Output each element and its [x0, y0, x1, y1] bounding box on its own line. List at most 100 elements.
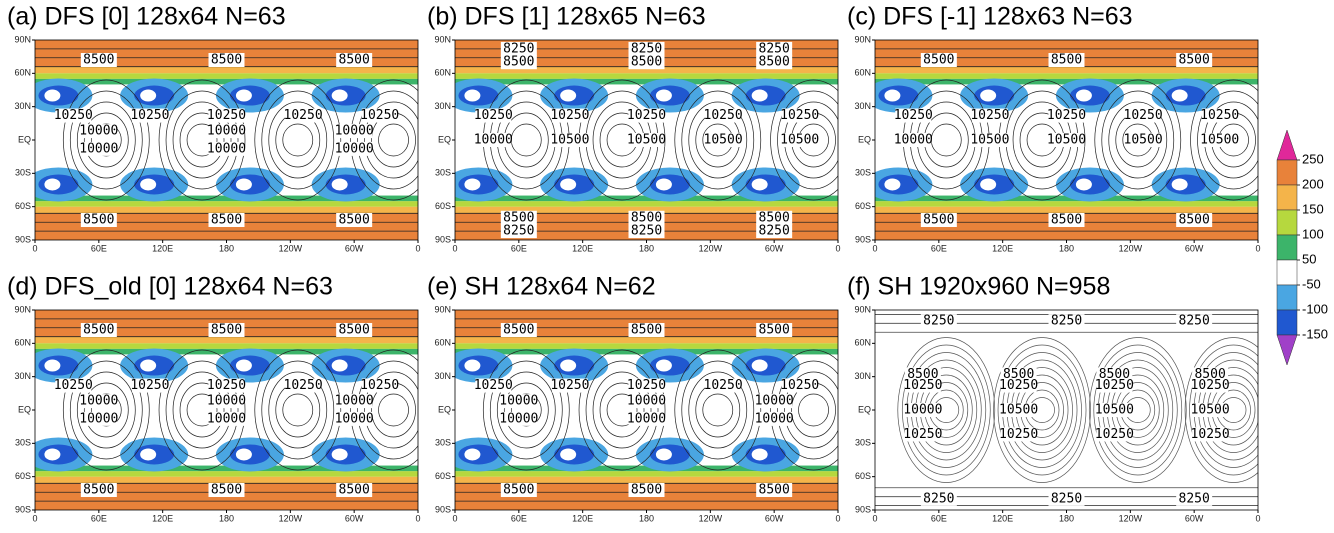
x-tick-label: 0 — [835, 513, 840, 523]
contour-label: 10250 — [1191, 427, 1230, 442]
contour-label: 10500 — [627, 133, 666, 148]
colorbar-box — [1276, 309, 1298, 336]
contour-label: 8500 — [923, 53, 954, 68]
contour-label: 8250 — [1051, 491, 1082, 506]
y-tick-label: 30N — [434, 101, 451, 111]
contour-line — [364, 101, 418, 179]
label-box — [361, 108, 398, 123]
shade-band — [35, 78, 418, 85]
contour-line — [1088, 337, 1187, 483]
contour-line — [378, 393, 409, 427]
shade-band — [455, 336, 838, 344]
y-tick-label: 90N — [854, 34, 871, 44]
contour-line — [784, 371, 838, 449]
label-box — [1192, 427, 1229, 442]
contour-label: 10000 — [79, 394, 118, 409]
contour-label: 10250 — [1200, 108, 1239, 123]
label-box — [551, 108, 588, 123]
y-tick-label: EQ — [18, 134, 31, 144]
contour-line — [1197, 90, 1258, 190]
contour-line — [681, 360, 755, 460]
label-box — [1192, 367, 1229, 382]
contour-label: 10500 — [999, 403, 1038, 418]
label-box — [208, 53, 245, 67]
contour-line — [482, 349, 570, 471]
x-tick-label: 0 — [1255, 243, 1260, 253]
shade-band — [35, 336, 418, 344]
label-box — [1096, 427, 1133, 442]
contour-line — [1094, 79, 1182, 201]
contour-label: 8250 — [1051, 314, 1082, 329]
x-tick-label: 0 — [1255, 513, 1260, 523]
x-tick-label: 60E — [931, 513, 947, 523]
contour-line — [1190, 79, 1258, 201]
contour-label: 10500 — [1191, 403, 1230, 418]
x-tick-label: 120E — [992, 513, 1013, 523]
contour-label: 8500 — [907, 367, 938, 382]
contour-label: 8250 — [923, 314, 954, 329]
colorbar-cap — [1276, 129, 1298, 161]
shade-band — [35, 471, 418, 477]
label-box — [208, 213, 245, 227]
colorbar-label: 150 — [1302, 201, 1324, 216]
contour-label: 10500 — [970, 133, 1009, 148]
contour-label: 10000 — [335, 394, 374, 409]
shade-blob — [1171, 89, 1188, 102]
contour-label: 10250 — [207, 378, 246, 393]
y-tick-label: 60S — [855, 471, 871, 481]
contour-label: 8500 — [211, 323, 242, 338]
colorbar-box — [1276, 184, 1298, 211]
shade-blob — [235, 359, 252, 372]
shade-blob — [140, 448, 157, 461]
y-tick-label: 30N — [434, 371, 451, 381]
x-tick-label: 120E — [992, 243, 1013, 253]
label-box — [208, 124, 245, 139]
shade-band — [875, 66, 1258, 74]
shade-blob — [751, 178, 768, 191]
label-box — [1176, 53, 1213, 67]
contour-line — [585, 360, 659, 460]
contour-line — [1189, 344, 1258, 476]
contour-line — [702, 393, 734, 427]
x-tick-label: 120W — [279, 513, 303, 523]
label-box — [628, 41, 665, 56]
contour-label: 10250 — [54, 378, 93, 393]
label-box — [336, 323, 373, 337]
label-box — [551, 133, 588, 147]
label-box — [80, 323, 117, 337]
x-tick-label: 120W — [699, 243, 723, 253]
x-tick-label: 0 — [452, 513, 457, 523]
y-tick-label: 30S — [435, 438, 451, 448]
contour-label: 10000 — [755, 411, 794, 426]
label-box — [781, 133, 818, 147]
contour-label: 10250 — [1191, 378, 1230, 393]
shade-blob — [235, 178, 252, 191]
label-box — [971, 108, 1008, 123]
label-box — [628, 411, 665, 426]
contour-line — [489, 360, 563, 460]
contour-label: 8500 — [339, 323, 370, 338]
contour-line — [62, 349, 150, 471]
label-box — [705, 378, 742, 393]
contour-line — [901, 344, 991, 476]
label-box — [705, 108, 742, 123]
shade-blob — [980, 178, 997, 191]
label-box — [1048, 314, 1085, 329]
contour-label: 10250 — [550, 378, 589, 393]
label-box — [1048, 108, 1085, 123]
y-tick-label: 30N — [14, 371, 31, 381]
colorbar-box — [1276, 234, 1298, 261]
contour-label: 8500 — [631, 483, 662, 498]
shade-blob — [464, 359, 481, 372]
contour-line — [350, 79, 418, 201]
contour-label: 10250 — [903, 378, 942, 393]
x-tick-label: 120E — [572, 243, 593, 253]
contour-label: 8500 — [1099, 367, 1130, 382]
label-box — [80, 141, 117, 156]
contour-label: 10000 — [627, 394, 666, 409]
label-box — [756, 394, 793, 409]
contour-line — [1093, 344, 1183, 476]
colorbar-label: 100 — [1302, 226, 1324, 241]
